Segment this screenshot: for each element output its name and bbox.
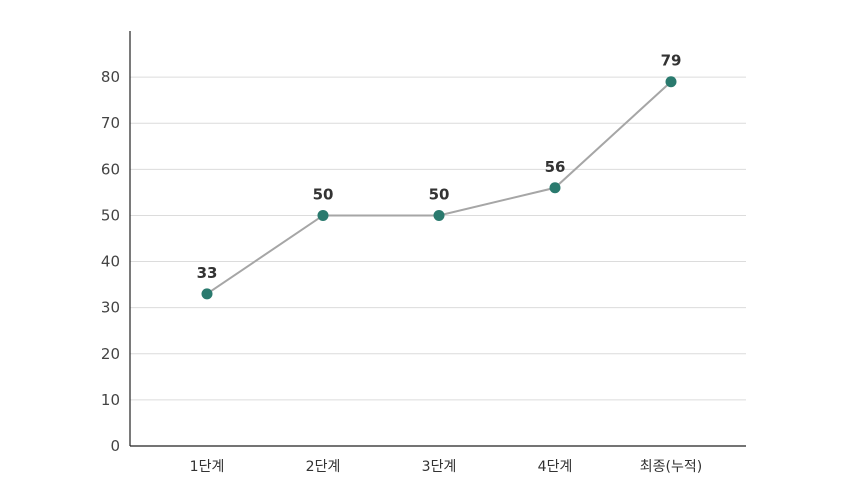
data-label-4: 56	[545, 158, 566, 176]
y-tick-label-80: 80	[101, 68, 120, 86]
series-layer	[201, 76, 677, 300]
x-tick-label-5: 최종(누적)	[640, 459, 702, 475]
data-point-5	[665, 76, 677, 88]
x-tick-label-1: 1단계	[190, 459, 225, 475]
x-tick-label-4: 4단계	[538, 459, 573, 475]
grid-layer	[130, 76, 746, 401]
y-tick-label-70: 70	[101, 114, 120, 132]
data-label-1: 33	[197, 264, 218, 282]
data-label-2: 50	[313, 185, 334, 203]
data-point-1	[201, 288, 213, 300]
y-tick-label-20: 20	[101, 345, 120, 363]
data-point-2	[317, 209, 329, 221]
x-tick-label-2: 2단계	[306, 459, 341, 475]
axis-layer	[129, 31, 746, 447]
y-tick-label-30: 30	[101, 299, 120, 317]
y-tick-label-40: 40	[101, 253, 120, 271]
data-label-5: 79	[661, 52, 682, 70]
y-tick-label-50: 50	[101, 206, 120, 224]
data-point-3	[433, 209, 445, 221]
y-tick-label-10: 10	[101, 391, 120, 409]
label-layer: 0 10 20 30 40 50 60 70 80 1단계 2단계 3단계 4단계 최종(누적) 33 50 5…	[101, 52, 702, 475]
data-label-3: 50	[429, 185, 450, 203]
data-point-4	[549, 182, 561, 194]
x-tick-label-3: 3단계	[422, 459, 457, 475]
y-tick-label-60: 60	[101, 160, 120, 178]
y-tick-label-0: 0	[110, 437, 120, 455]
